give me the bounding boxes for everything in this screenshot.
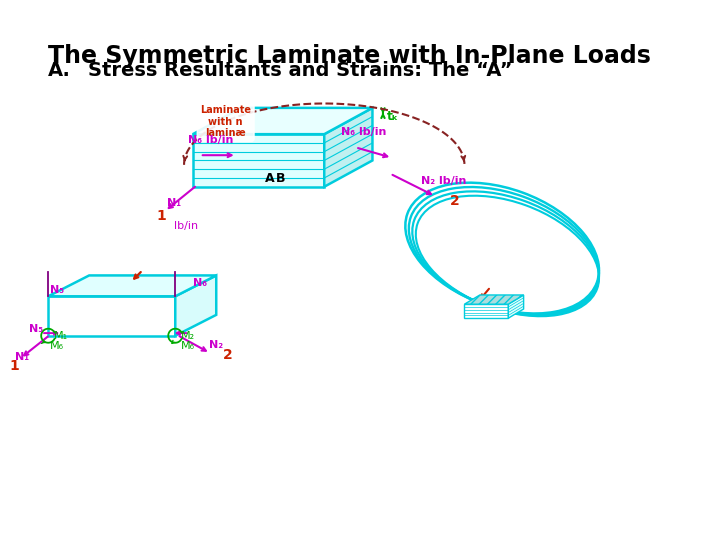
- Polygon shape: [193, 108, 372, 134]
- Text: 1: 1: [9, 359, 19, 373]
- Text: Laminate
with n
laminæ: Laminate with n laminæ: [200, 105, 251, 138]
- Polygon shape: [175, 275, 216, 336]
- Text: 2: 2: [222, 348, 233, 361]
- Polygon shape: [48, 296, 175, 336]
- Polygon shape: [508, 295, 523, 318]
- Text: M₆: M₆: [50, 341, 64, 351]
- Polygon shape: [324, 108, 372, 187]
- Text: The Symmetric Laminate with In-Plane Loads: The Symmetric Laminate with In-Plane Loa…: [48, 44, 651, 68]
- Text: M₆: M₆: [181, 341, 194, 351]
- Text: A: A: [265, 172, 275, 185]
- Text: A.: A.: [48, 60, 71, 79]
- Text: Stress Resultants and Strains: The “A”: Stress Resultants and Strains: The “A”: [88, 60, 512, 79]
- Text: N₅: N₅: [29, 324, 43, 334]
- Text: N₂: N₂: [209, 340, 222, 350]
- Text: 1: 1: [156, 209, 166, 223]
- Polygon shape: [48, 275, 216, 296]
- Polygon shape: [193, 134, 324, 187]
- Polygon shape: [464, 295, 523, 304]
- Text: M₂: M₂: [181, 331, 194, 341]
- Text: N₁: N₁: [166, 198, 181, 208]
- Text: N₂ lb/in: N₂ lb/in: [420, 176, 466, 186]
- Text: 2: 2: [449, 194, 459, 208]
- Text: N₆: N₆: [194, 278, 207, 288]
- Text: B: B: [276, 172, 285, 185]
- Text: N₆ lb/in: N₆ lb/in: [189, 135, 234, 145]
- Text: N₁: N₁: [15, 352, 29, 362]
- Text: lb/in: lb/in: [174, 221, 198, 231]
- Text: M₁: M₁: [53, 331, 68, 341]
- Text: tₖ: tₖ: [387, 110, 398, 123]
- Text: N₅: N₅: [50, 285, 64, 295]
- Text: N₆ lb/in: N₆ lb/in: [341, 127, 387, 137]
- Polygon shape: [464, 304, 508, 318]
